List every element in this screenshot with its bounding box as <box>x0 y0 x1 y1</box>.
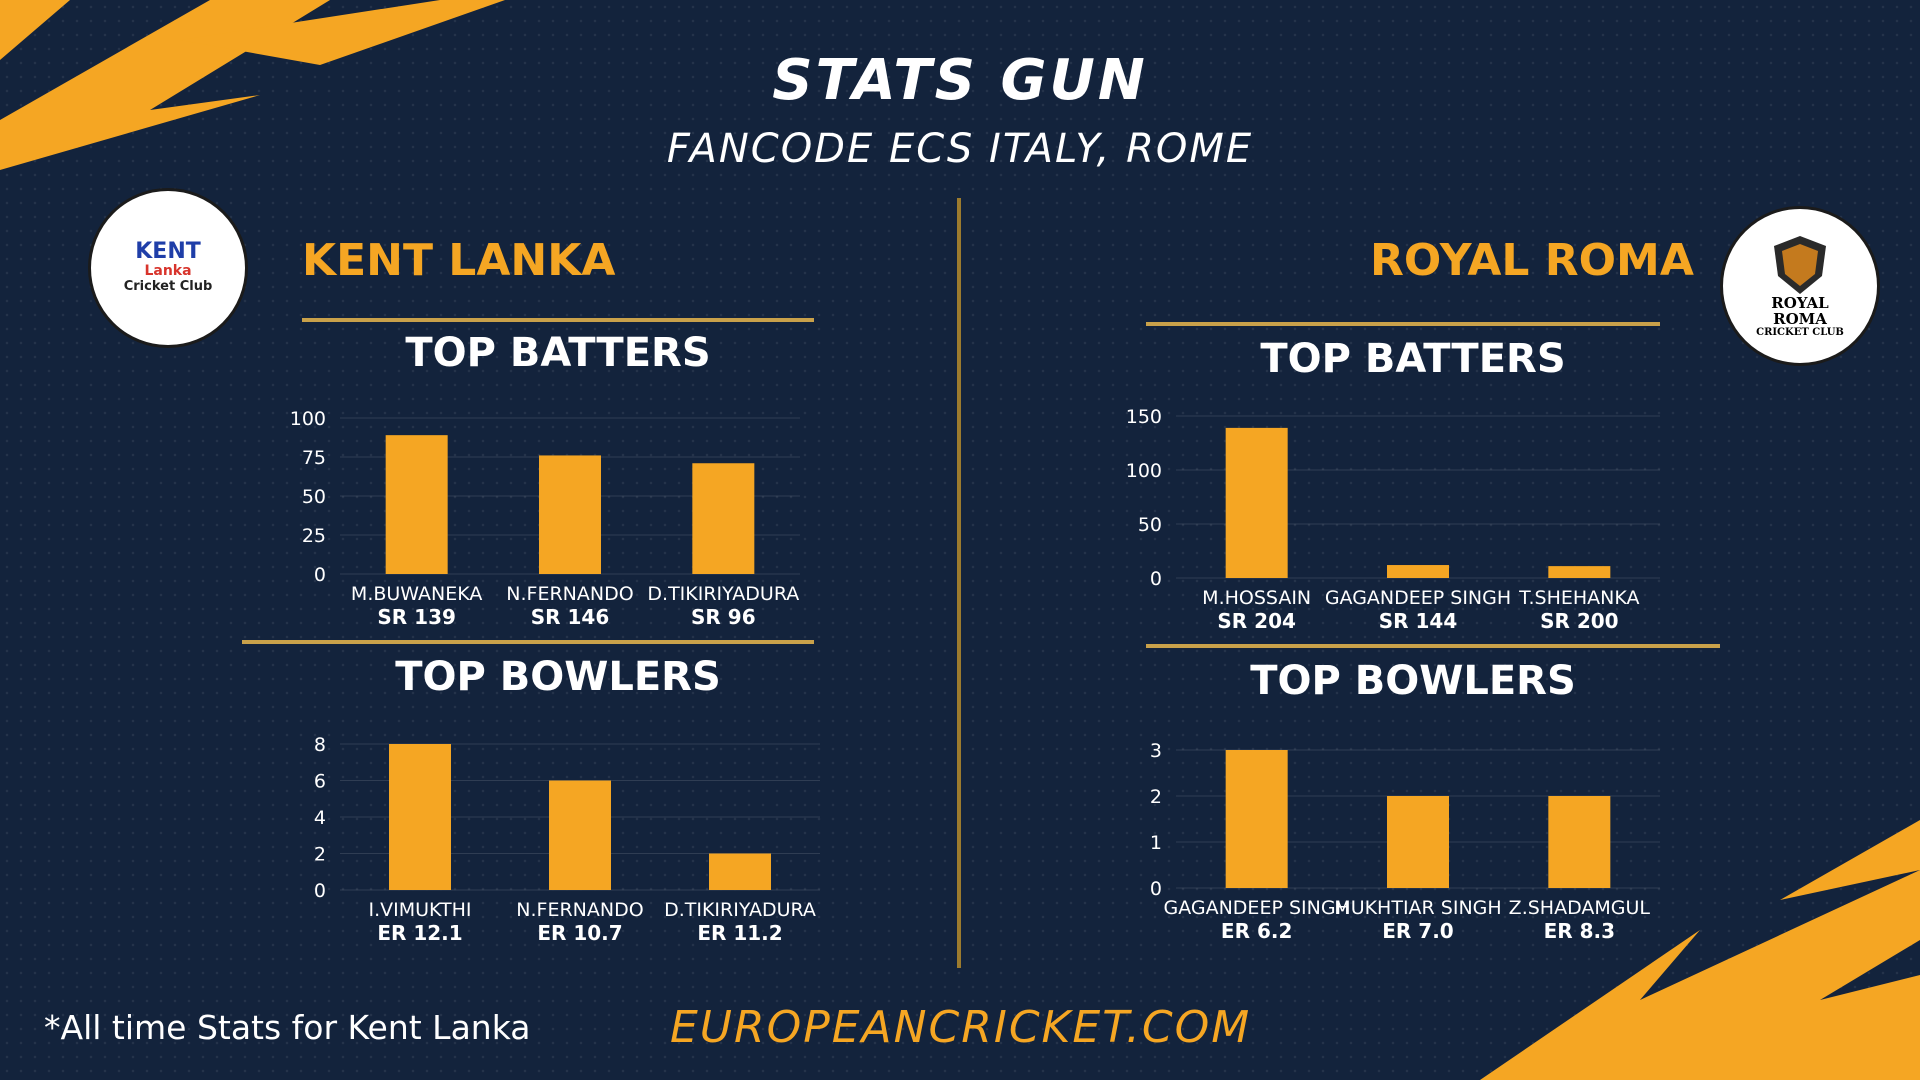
roma-bowlers-category-label: Z.SHADAMGUL <box>1509 897 1651 919</box>
section-title-right-bowlers: TOP BOWLERS <box>1250 658 1576 704</box>
kent-bowlers-stat-label: ER 10.7 <box>537 921 622 945</box>
section-title-left-batters: TOP BATTERS <box>405 330 711 376</box>
kent-batters-stat-label: SR 96 <box>691 605 756 629</box>
site-link[interactable]: EUROPEANCRICKET.COM <box>670 1002 1252 1053</box>
shield-icon <box>1774 235 1826 294</box>
kent-batters-tick-label: 0 <box>314 564 326 586</box>
team-name-right: ROYAL ROMA <box>1370 235 1694 286</box>
roma-batters-stat-label: SR 144 <box>1379 609 1458 633</box>
kent-bowlers-category-label: D.TIKIRIYADURA <box>664 899 816 921</box>
kent-batters-tick-label: 100 <box>290 408 326 430</box>
bolt-top-left-1 <box>0 0 70 60</box>
rule-left-middle <box>242 640 814 644</box>
footnote: *All time Stats for Kent Lanka <box>44 1008 531 1047</box>
kent-logo-word-3: Cricket Club <box>123 279 213 295</box>
kent-batters-tick-label: 25 <box>302 525 326 547</box>
kent-bowlers-bar <box>549 780 611 890</box>
roma-bowlers-category-label: GAGANDEEP SINGH <box>1163 897 1349 919</box>
roma-bowlers-stat-label: ER 8.3 <box>1544 919 1615 943</box>
roma-batters-stat-label: SR 200 <box>1540 609 1619 633</box>
kent-batters-tick-label: 50 <box>302 486 326 508</box>
roma-batters-bar <box>1548 566 1611 578</box>
kent-bowlers-tick-label: 6 <box>314 771 326 793</box>
roma-batters-tick-label: 0 <box>1150 568 1162 590</box>
roma-logo-word-1: ROYAL <box>1771 293 1829 312</box>
roma-batters-tick-label: 150 <box>1126 406 1162 428</box>
kent-bowlers-category-label: N.FERNANDO <box>516 899 643 921</box>
roma-batters-category-label: GAGANDEEP SINGH <box>1325 587 1511 609</box>
roma-batters-bar <box>1225 427 1288 578</box>
kent-bowlers-tick-label: 0 <box>314 880 326 902</box>
royal-roma-logo: ROYAL ROMA CRICKET CLUB <box>1720 206 1880 366</box>
roma-batters-stat-label: SR 204 <box>1217 609 1296 633</box>
bolt-bottom-right-2 <box>1780 820 1920 900</box>
section-title-left-bowlers: TOP BOWLERS <box>395 654 721 700</box>
kent-batters-category-label: M.BUWANEKA <box>351 583 482 605</box>
roma-bowlers-tick-label: 1 <box>1150 832 1162 854</box>
bolt-bottom-right-1 <box>1480 870 1920 1080</box>
roma-batters-tick-label: 100 <box>1126 460 1162 482</box>
roma-bowlers-tick-label: 0 <box>1150 878 1162 900</box>
kent-batters-stat-label: SR 146 <box>531 605 610 629</box>
section-title-right-batters: TOP BATTERS <box>1260 336 1566 382</box>
kent-bowlers-tick-label: 2 <box>314 844 326 866</box>
bolt-top-left-3 <box>180 0 505 65</box>
center-divider <box>957 198 961 968</box>
kent-batters-bar <box>692 463 755 574</box>
roma-bowlers-stat-label: ER 6.2 <box>1221 919 1292 943</box>
roma-logo-word-2: ROMA <box>1773 309 1827 328</box>
rule-right-middle <box>1146 644 1720 648</box>
kent-bowlers-bar <box>709 853 771 890</box>
kent-batters-category-label: N.FERNANDO <box>506 583 633 605</box>
kent-bowlers-bar <box>389 744 451 890</box>
page-title: STATS GUN <box>772 48 1148 113</box>
roma-batters-category-label: M.HOSSAIN <box>1202 587 1311 609</box>
kent-batters-bar <box>385 435 448 574</box>
kent-bowlers-stat-label: ER 12.1 <box>377 921 462 945</box>
kent-batters-stat-label: SR 139 <box>377 605 456 629</box>
roma-bowlers-bar <box>1387 796 1449 888</box>
kent-batters-category-label: D.TIKIRIYADURA <box>647 583 799 605</box>
roma-batters-tick-label: 50 <box>1138 514 1162 536</box>
kent-bowlers-tick-label: 8 <box>314 734 326 756</box>
roma-bowlers-tick-label: 2 <box>1150 786 1162 808</box>
roma-bowlers-stat-label: ER 7.0 <box>1382 919 1453 943</box>
rule-left-top <box>302 318 814 322</box>
kent-bowlers-tick-label: 4 <box>314 807 326 829</box>
kent-bowlers-stat-label: ER 11.2 <box>697 921 782 945</box>
roma-bowlers-tick-label: 3 <box>1150 740 1162 762</box>
kent-batters-bar <box>539 455 601 574</box>
page-subtitle: FANCODE ECS ITALY, ROME <box>666 126 1254 172</box>
kent-batters-tick-label: 75 <box>302 447 326 469</box>
rule-right-top <box>1146 322 1660 326</box>
team-name-left: KENT LANKA <box>302 235 616 286</box>
roma-logo-word-3: CRICKET CLUB <box>1756 327 1844 339</box>
roma-bowlers-bar <box>1548 796 1611 888</box>
roma-batters-bar <box>1387 565 1449 578</box>
roma-bowlers-category-label: MUKHTIAR SINGH <box>1334 897 1501 919</box>
roma-bowlers-bar <box>1225 750 1288 888</box>
kent-lanka-logo: KENT Lanka Cricket Club <box>88 188 248 348</box>
roma-batters-category-label: T.SHEHANKA <box>1518 587 1639 609</box>
kent-logo-word-1: KENT <box>135 239 201 265</box>
kent-logo-word-2: Lanka <box>144 263 192 280</box>
kent-bowlers-category-label: I.VIMUKTHI <box>368 899 471 921</box>
